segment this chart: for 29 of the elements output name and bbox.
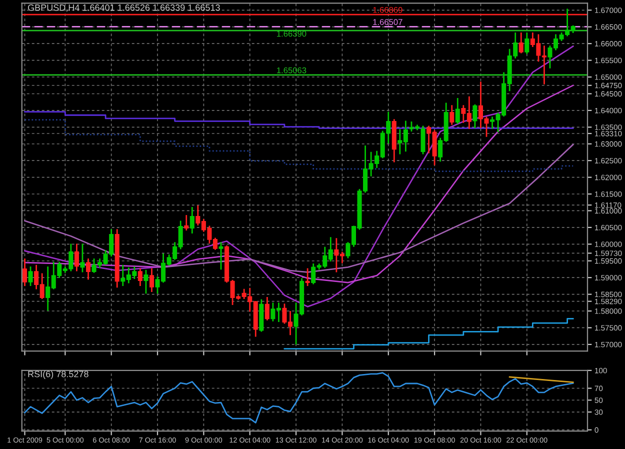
candlestick: [455, 98, 460, 124]
line-series: [24, 372, 574, 424]
candlestick: [138, 268, 142, 286]
candlestick: [28, 266, 33, 286]
candlestick: [149, 268, 154, 292]
chart-title: GBPUSD,H4 1.66401 1.66526 1.66339 1.66513: [28, 4, 220, 12]
candlestick: [305, 268, 310, 286]
candlestick: [450, 105, 454, 125]
candlestick: [80, 244, 85, 272]
candlestick: [542, 46, 546, 84]
line-series: [24, 84, 574, 284]
candlestick: [524, 32, 530, 54]
ref-line-label: 1.66390: [277, 30, 306, 37]
candlestick: [218, 242, 224, 270]
candlestick: [144, 270, 148, 294]
ref-line-label: 1.66869: [373, 6, 402, 13]
candlestick: [86, 258, 91, 280]
candlestick: [184, 215, 189, 230]
ref-line-label: 1.66507: [373, 19, 402, 25]
candlestick: [472, 104, 478, 128]
candlestick: [74, 244, 79, 272]
candlestick: [518, 32, 524, 54]
ref-line-label: 1.65063: [277, 67, 306, 74]
candlestick: [22, 258, 28, 286]
chart-title: RSI(6) 78.5278: [28, 370, 88, 380]
line-series: [24, 46, 574, 308]
candlestick: [190, 207, 194, 234]
candlestick: [420, 126, 426, 154]
candlestick: [264, 296, 270, 320]
